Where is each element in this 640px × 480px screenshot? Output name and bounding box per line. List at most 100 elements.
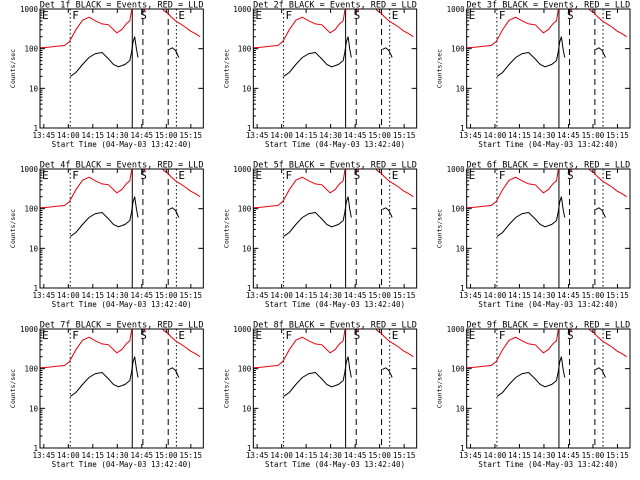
plot-frame — [466, 168, 631, 289]
y-tick-label: 100 — [238, 365, 252, 374]
y-tick-label: 10 — [242, 404, 252, 413]
y-tick-label: 1000 — [447, 165, 466, 174]
segment-label-s: S — [354, 169, 361, 182]
segment-label-e: E — [255, 329, 262, 342]
y-tick-label: 1000 — [233, 165, 252, 174]
x-tick-label: 13:45 — [246, 131, 269, 140]
plot-frame — [252, 8, 418, 129]
x-axis-label: Start Time (04-May-03 13:42:40) — [265, 300, 405, 309]
x-tick-label: 14:45 — [557, 451, 580, 460]
segment-label-e: E — [469, 329, 476, 342]
panel-title: Det 1f BLACK = Events, RED = LLD — [40, 1, 204, 11]
y-tick-label: 10 — [242, 84, 252, 93]
segment-label-e: E — [469, 9, 476, 22]
lld-series-line — [40, 9, 201, 49]
panel-title: Det 9f BLACK = Events, RED = LLD — [466, 321, 630, 331]
segment-label-e: E — [42, 169, 49, 182]
segment-label-f: F — [72, 9, 79, 22]
segment-label-f: F — [499, 169, 506, 182]
x-tick-label: 15:15 — [606, 131, 629, 140]
plot-frame — [252, 328, 418, 449]
segment-label-f: F — [286, 329, 293, 342]
x-tick-label: 14:30 — [533, 131, 556, 140]
segment-label-e: E — [255, 9, 262, 22]
segment-label-e2: E — [392, 169, 399, 182]
plot-frame — [39, 328, 204, 449]
x-tick-label: 14:00 — [270, 131, 293, 140]
x-tick-label: 13:45 — [33, 451, 56, 460]
x-axis-label: Start Time (04-May-03 13:42:40) — [52, 460, 192, 469]
y-tick-label: 1 — [247, 444, 252, 453]
y-tick-label: 1000 — [20, 165, 39, 174]
x-tick-label: 13:45 — [246, 291, 269, 300]
y-axis-label: Counts/sec — [436, 369, 444, 408]
x-tick-label: 15:15 — [180, 451, 203, 460]
plot-frame — [39, 8, 204, 129]
x-tick-label: 13:45 — [246, 451, 269, 460]
segment-label-f: F — [72, 329, 79, 342]
x-tick-label: 13:45 — [33, 131, 56, 140]
panel-title: Det 5f BLACK = Events, RED = LLD — [253, 161, 417, 171]
y-tick-label: 1000 — [233, 5, 252, 14]
segment-label-e2: E — [605, 9, 612, 22]
x-axis-label: Start Time (04-May-03 13:42:40) — [478, 300, 618, 309]
segment-label-e2: E — [178, 9, 185, 22]
x-tick-label: 13:45 — [33, 291, 56, 300]
x-tick-label: 14:00 — [57, 451, 80, 460]
events-series-line — [496, 196, 606, 237]
y-axis-label: Counts/sec — [9, 369, 17, 408]
x-tick-label: 15:00 — [155, 291, 178, 300]
segment-label-e2: E — [605, 169, 612, 182]
y-axis-label: Counts/sec — [436, 49, 444, 88]
y-tick-label: 10 — [456, 404, 466, 413]
lld-series-line — [40, 169, 201, 209]
lld-series-line — [253, 169, 414, 209]
x-tick-label: 15:15 — [606, 291, 629, 300]
x-tick-label: 14:00 — [484, 451, 507, 460]
segment-label-e: E — [255, 169, 262, 182]
y-tick-label: 10 — [456, 244, 466, 253]
plot-frame — [39, 168, 204, 289]
x-tick-label: 15:00 — [368, 131, 391, 140]
x-tick-label: 14:30 — [106, 451, 129, 460]
y-tick-label: 1000 — [20, 325, 39, 334]
segment-label-e: E — [469, 169, 476, 182]
x-tick-label: 13:45 — [459, 451, 482, 460]
segment-label-e: E — [42, 9, 49, 22]
lld-series-line — [466, 329, 627, 369]
y-tick-label: 1 — [247, 124, 252, 133]
panel-title: Det 7f BLACK = Events, RED = LLD — [40, 321, 204, 331]
y-tick-label: 1 — [460, 444, 465, 453]
segment-label-s: S — [140, 9, 147, 22]
x-tick-label: 15:15 — [606, 451, 629, 460]
events-series-line — [283, 36, 393, 77]
x-tick-label: 15:00 — [368, 291, 391, 300]
lld-series-line — [253, 329, 414, 369]
segment-label-f: F — [72, 169, 79, 182]
y-tick-label: 1 — [33, 444, 38, 453]
y-axis-label: Counts/sec — [222, 49, 230, 88]
lld-series-line — [253, 9, 414, 49]
y-axis-label: Counts/sec — [222, 209, 230, 248]
segment-label-s: S — [354, 9, 361, 22]
segment-label-e2: E — [392, 9, 399, 22]
x-tick-label: 14:15 — [82, 451, 105, 460]
x-tick-label: 14:45 — [131, 131, 154, 140]
plot-frame — [466, 8, 631, 129]
y-axis-label: Counts/sec — [9, 49, 17, 88]
x-tick-label: 14:00 — [270, 451, 293, 460]
x-tick-label: 15:00 — [582, 131, 605, 140]
x-tick-label: 14:00 — [484, 131, 507, 140]
panel-title: Det 6f BLACK = Events, RED = LLD — [466, 161, 630, 171]
x-tick-label: 13:45 — [459, 291, 482, 300]
segment-label-f: F — [499, 329, 506, 342]
y-tick-label: 100 — [451, 45, 465, 54]
x-tick-label: 14:15 — [508, 131, 531, 140]
events-series-line — [69, 36, 180, 77]
panel-title: Det 3f BLACK = Events, RED = LLD — [466, 1, 630, 11]
